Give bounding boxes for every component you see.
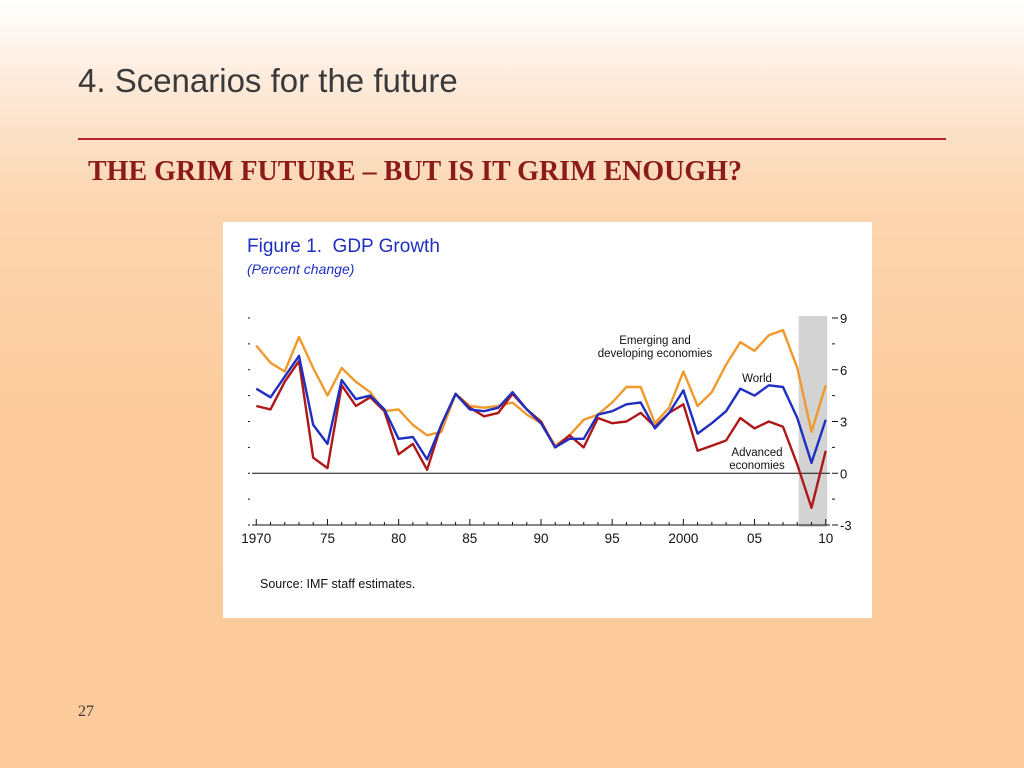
series-annotation: economies	[729, 460, 785, 472]
y-tick-label: -3	[840, 518, 852, 533]
chart-source: Source: IMF staff estimates.	[260, 577, 415, 591]
series-annotation: Advanced	[731, 447, 782, 459]
gdp-growth-figure: Figure 1. GDP Growth (Percent change) -3…	[223, 222, 872, 618]
x-tick-label: 80	[391, 531, 406, 546]
series-annotation: World	[742, 373, 772, 385]
y-tick-label: 6	[840, 363, 847, 378]
series-annotation: Emerging and	[619, 335, 691, 347]
slide-subtitle: THE GRIM FUTURE – BUT IS IT GRIM ENOUGH?	[88, 156, 742, 187]
x-tick-label: 75	[320, 531, 335, 546]
x-tick-label: 90	[533, 531, 548, 546]
x-tick-label: 85	[462, 531, 477, 546]
y-tick-label: 0	[840, 466, 847, 481]
shaded-period	[798, 316, 828, 527]
series-annotation: developing economies	[598, 348, 713, 360]
series-line	[255, 354, 827, 465]
chart-title: Figure 1. GDP Growth	[247, 236, 440, 257]
title-divider	[78, 138, 946, 140]
x-tick-label: 2000	[668, 531, 698, 546]
series-line	[256, 359, 827, 509]
x-tick-label: 1970	[241, 531, 271, 546]
page-number: 27	[78, 703, 94, 720]
x-tick-label: 05	[747, 531, 762, 546]
gdp-growth-chart: Figure 1. GDP Growth (Percent change) -3…	[241, 236, 852, 591]
y-tick-label: 3	[840, 415, 847, 430]
slide-title: 4. Scenarios for the future	[78, 62, 458, 99]
chart-subtitle: (Percent change)	[247, 261, 354, 277]
x-tick-label: 95	[605, 531, 620, 546]
y-tick-label: 9	[840, 311, 847, 326]
x-tick-label: 10	[818, 531, 833, 546]
